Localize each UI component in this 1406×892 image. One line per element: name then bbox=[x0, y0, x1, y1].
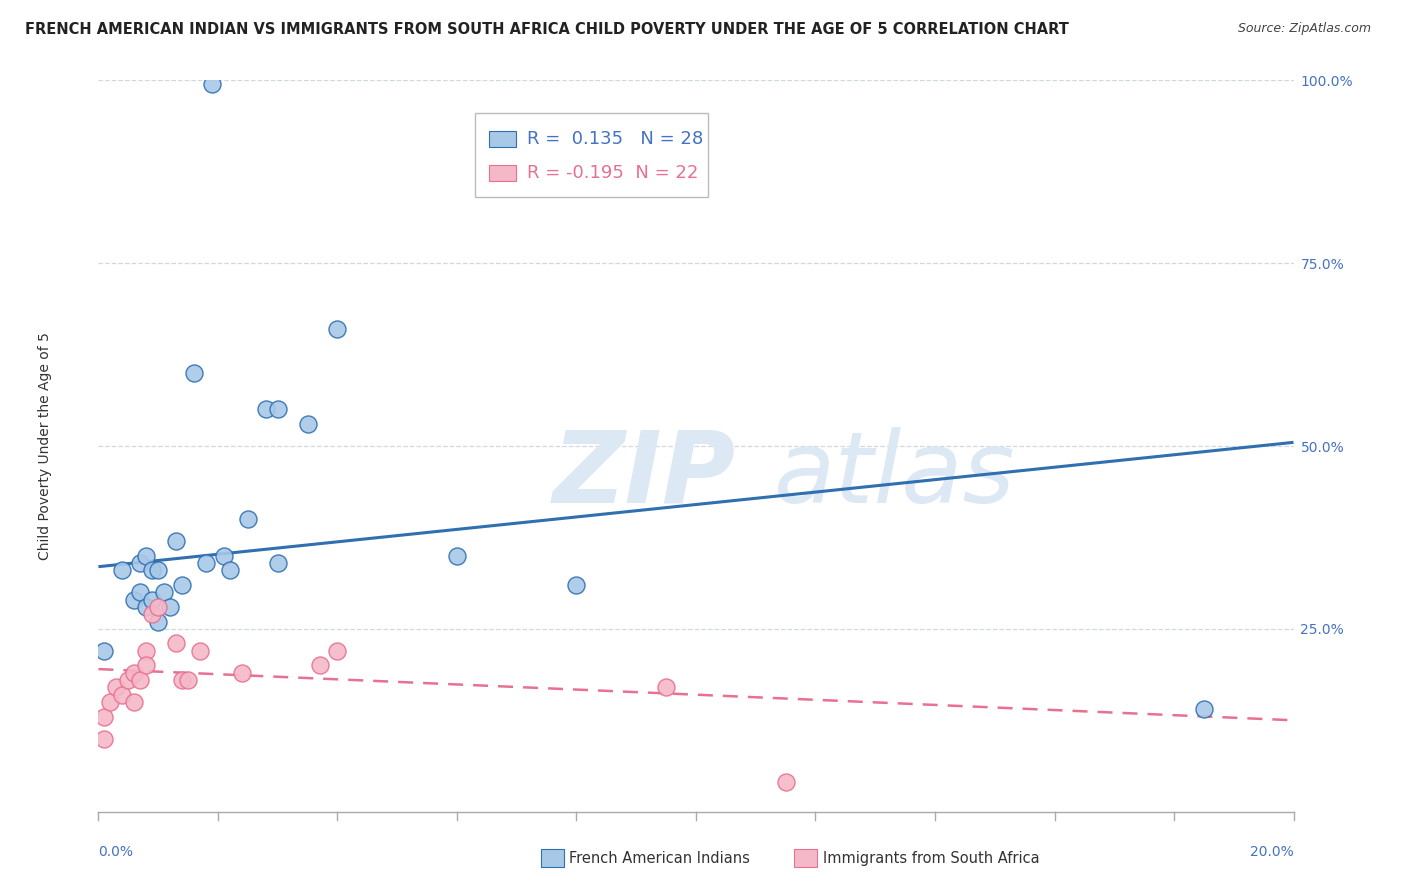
Point bbox=[141, 563, 163, 577]
Text: Source: ZipAtlas.com: Source: ZipAtlas.com bbox=[1237, 22, 1371, 36]
Point bbox=[129, 556, 152, 570]
Point bbox=[105, 681, 128, 695]
Point bbox=[124, 592, 146, 607]
Point bbox=[655, 681, 678, 695]
Point bbox=[93, 731, 115, 746]
Point bbox=[231, 665, 253, 680]
Point bbox=[326, 322, 349, 336]
FancyBboxPatch shape bbox=[489, 165, 516, 181]
Point bbox=[135, 599, 157, 614]
Text: 0.0%: 0.0% bbox=[98, 845, 134, 859]
Point bbox=[775, 775, 797, 789]
Point bbox=[98, 695, 122, 709]
Point bbox=[267, 556, 290, 570]
Point bbox=[124, 695, 146, 709]
Text: ZIP: ZIP bbox=[553, 426, 735, 524]
Point bbox=[141, 592, 163, 607]
Point bbox=[188, 644, 211, 658]
Point bbox=[165, 534, 187, 549]
Point bbox=[159, 599, 181, 614]
Point bbox=[446, 549, 468, 563]
Text: R = -0.195  N = 22: R = -0.195 N = 22 bbox=[527, 164, 699, 182]
Point bbox=[129, 585, 152, 599]
Point bbox=[93, 644, 115, 658]
Point bbox=[172, 673, 194, 687]
Point bbox=[1192, 702, 1215, 716]
Point bbox=[148, 599, 170, 614]
Point bbox=[201, 77, 224, 91]
Point bbox=[111, 688, 134, 702]
Point bbox=[165, 636, 187, 650]
Point bbox=[141, 607, 163, 622]
Text: atlas: atlas bbox=[773, 426, 1015, 524]
Point bbox=[172, 578, 194, 592]
Point bbox=[219, 563, 242, 577]
Point bbox=[297, 417, 319, 431]
Point bbox=[148, 615, 170, 629]
Point bbox=[135, 658, 157, 673]
Point bbox=[153, 585, 176, 599]
Point bbox=[124, 665, 146, 680]
Point bbox=[117, 673, 139, 687]
Text: Immigrants from South Africa: Immigrants from South Africa bbox=[823, 851, 1039, 865]
Point bbox=[565, 578, 588, 592]
Point bbox=[148, 563, 170, 577]
Point bbox=[308, 658, 330, 673]
Point bbox=[267, 402, 290, 417]
Point bbox=[326, 644, 349, 658]
Point bbox=[212, 549, 235, 563]
Point bbox=[135, 549, 157, 563]
FancyBboxPatch shape bbox=[475, 113, 709, 197]
FancyBboxPatch shape bbox=[489, 131, 516, 147]
Text: French American Indians: French American Indians bbox=[569, 851, 751, 865]
Point bbox=[129, 673, 152, 687]
Text: Child Poverty Under the Age of 5: Child Poverty Under the Age of 5 bbox=[38, 332, 52, 560]
Text: 20.0%: 20.0% bbox=[1250, 845, 1294, 859]
Point bbox=[111, 563, 134, 577]
Point bbox=[177, 673, 200, 687]
Point bbox=[254, 402, 277, 417]
Text: FRENCH AMERICAN INDIAN VS IMMIGRANTS FROM SOUTH AFRICA CHILD POVERTY UNDER THE A: FRENCH AMERICAN INDIAN VS IMMIGRANTS FRO… bbox=[25, 22, 1069, 37]
Point bbox=[236, 512, 259, 526]
Point bbox=[195, 556, 218, 570]
Point bbox=[183, 366, 205, 380]
Point bbox=[135, 644, 157, 658]
Point bbox=[93, 709, 115, 723]
Text: R =  0.135   N = 28: R = 0.135 N = 28 bbox=[527, 130, 704, 148]
